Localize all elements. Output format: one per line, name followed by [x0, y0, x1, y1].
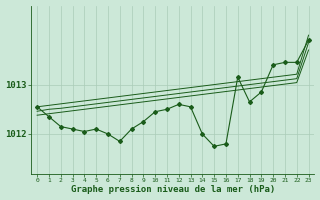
X-axis label: Graphe pression niveau de la mer (hPa): Graphe pression niveau de la mer (hPa) [71, 185, 275, 194]
